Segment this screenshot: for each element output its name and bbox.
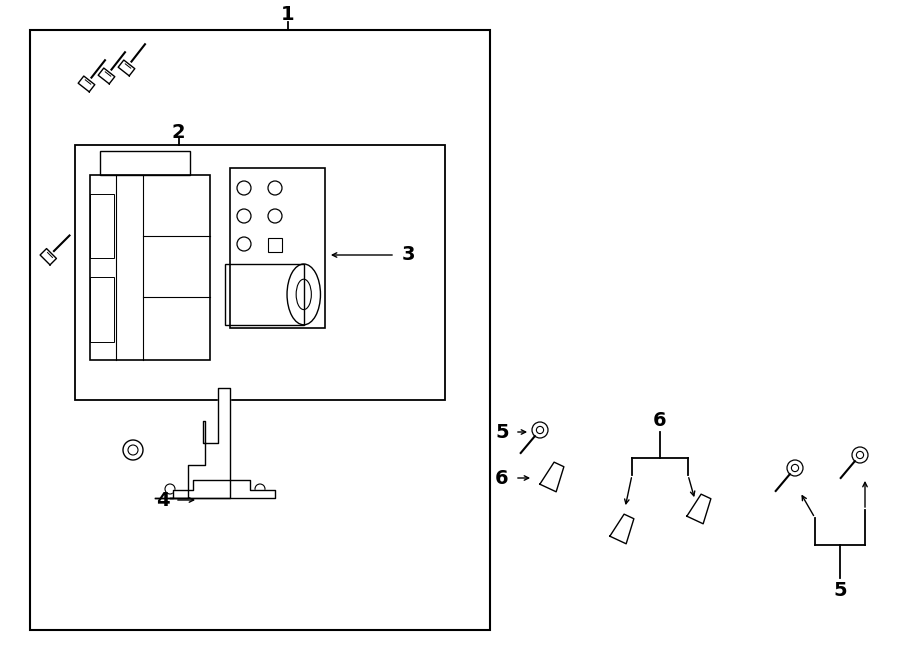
Bar — [90, 194, 114, 258]
Text: 3: 3 — [401, 245, 415, 264]
Polygon shape — [170, 388, 230, 498]
Circle shape — [550, 472, 557, 481]
Bar — [90, 277, 114, 342]
Bar — [30, 30, 490, 630]
Circle shape — [619, 524, 627, 532]
Text: 1: 1 — [281, 5, 294, 24]
Text: 6: 6 — [653, 410, 667, 430]
Bar — [230, 168, 325, 328]
Circle shape — [255, 484, 265, 494]
Text: 4: 4 — [157, 490, 170, 510]
Bar — [75, 145, 445, 400]
Polygon shape — [610, 514, 634, 544]
Bar — [90, 175, 210, 360]
Circle shape — [165, 484, 175, 494]
Bar — [225, 264, 304, 325]
Polygon shape — [687, 494, 711, 524]
Text: 5: 5 — [495, 422, 508, 442]
Circle shape — [697, 504, 705, 512]
Polygon shape — [540, 462, 564, 492]
Text: 6: 6 — [495, 469, 508, 488]
Bar — [100, 151, 190, 175]
Text: 5: 5 — [833, 580, 847, 600]
Text: 2: 2 — [172, 122, 185, 141]
Bar — [268, 238, 282, 252]
Polygon shape — [155, 480, 275, 498]
